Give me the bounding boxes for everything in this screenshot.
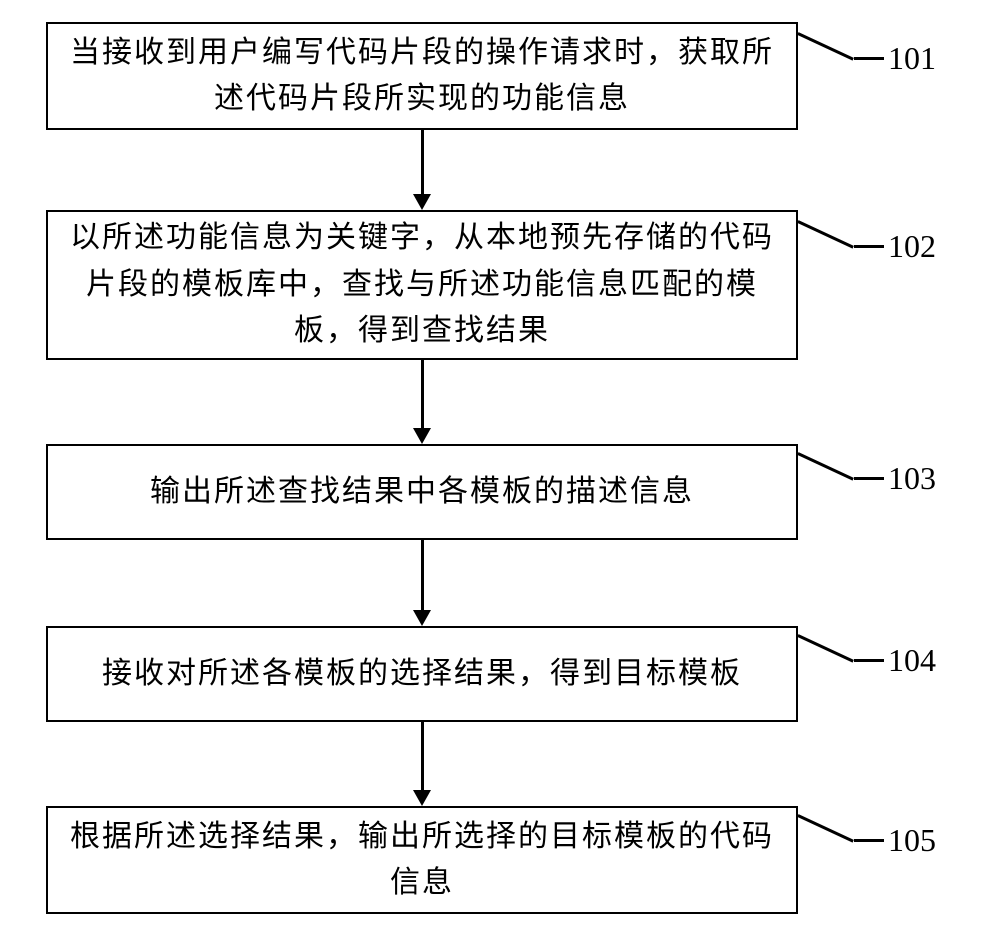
leader-103-diag [797,452,853,480]
step-101-label: 101 [888,40,936,77]
leader-105-diag [797,814,853,842]
arrow-4-5-line [421,722,424,790]
arrow-1-2-line [421,130,424,194]
step-104-box: 接收对所述各模板的选择结果，得到目标模板 [46,626,798,722]
arrow-3-4-head [413,610,431,626]
leader-101-h [854,57,884,60]
step-102-box: 以所述功能信息为关键字，从本地预先存储的代码片段的模板库中，查找与所述功能信息匹… [46,210,798,360]
leader-103-h [854,477,884,480]
step-105-label: 105 [888,822,936,859]
leader-104-diag [797,634,853,662]
step-104-text: 接收对所述各模板的选择结果，得到目标模板 [102,651,742,698]
step-104-label: 104 [888,642,936,679]
step-102-label: 102 [888,228,936,265]
arrow-4-5-head [413,790,431,806]
leader-101-diag [797,32,853,60]
step-101-box: 当接收到用户编写代码片段的操作请求时，获取所述代码片段所实现的功能信息 [46,22,798,130]
arrow-2-3-line [421,360,424,428]
arrow-3-4-line [421,540,424,610]
arrow-1-2-head [413,194,431,210]
arrow-2-3-head [413,428,431,444]
step-103-text: 输出所述查找结果中各模板的描述信息 [150,469,694,516]
step-105-box: 根据所述选择结果，输出所选择的目标模板的代码信息 [46,806,798,914]
leader-102-h [854,245,884,248]
step-103-box: 输出所述查找结果中各模板的描述信息 [46,444,798,540]
step-102-text: 以所述功能信息为关键字，从本地预先存储的代码片段的模板库中，查找与所述功能信息匹… [68,215,776,355]
step-105-text: 根据所述选择结果，输出所选择的目标模板的代码信息 [68,814,776,907]
leader-102-diag [797,220,853,248]
flowchart-canvas: 当接收到用户编写代码片段的操作请求时，获取所述代码片段所实现的功能信息 以所述功… [0,0,1000,952]
step-101-text: 当接收到用户编写代码片段的操作请求时，获取所述代码片段所实现的功能信息 [68,30,776,123]
leader-105-h [854,839,884,842]
leader-104-h [854,659,884,662]
step-103-label: 103 [888,460,936,497]
